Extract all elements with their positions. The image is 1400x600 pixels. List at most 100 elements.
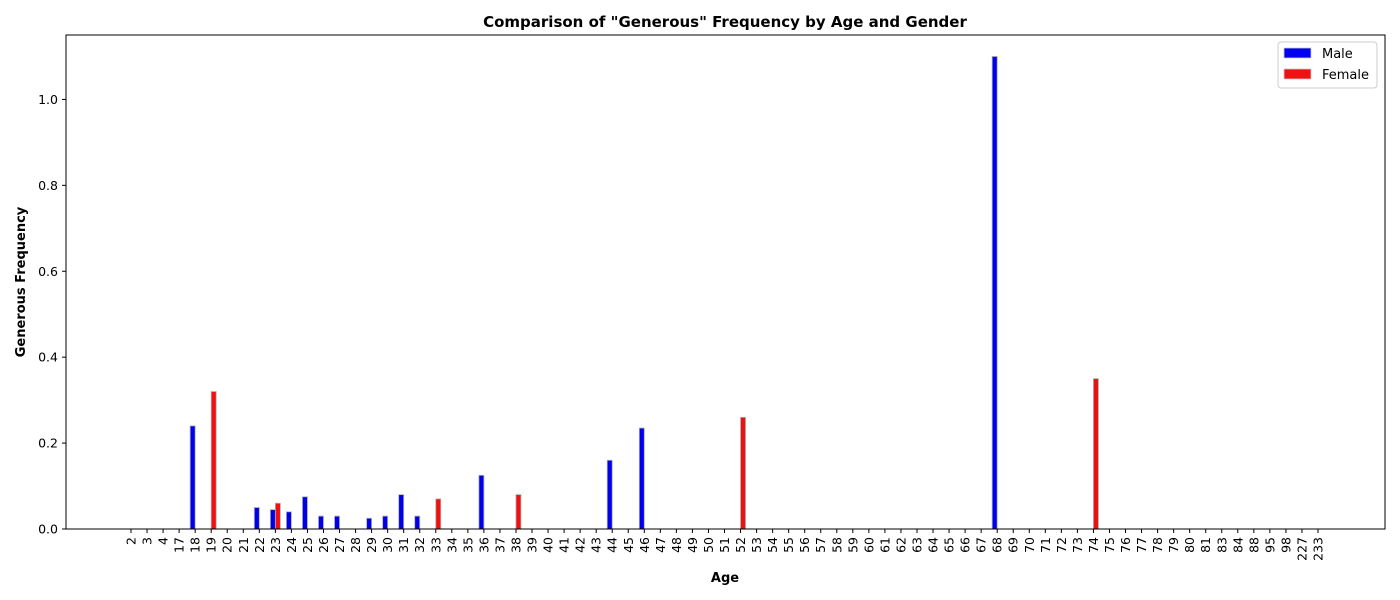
- legend-label-male: Male: [1322, 47, 1353, 62]
- x-tick-label: 33: [428, 537, 443, 553]
- x-tick-label: 17: [172, 537, 187, 553]
- bar-male-age-22: [253, 507, 260, 530]
- x-tick-label: 22: [252, 537, 267, 553]
- x-tick-label: 98: [1278, 537, 1293, 553]
- x-tick-label: 55: [781, 537, 796, 553]
- x-tick-label: 45: [621, 537, 636, 553]
- x-tick-label: 18: [188, 537, 203, 553]
- x-tick-label: 2: [124, 537, 139, 545]
- x-tick-label: 21: [236, 537, 251, 553]
- y-tick-label: 0.8: [38, 178, 58, 193]
- x-tick-label: 31: [396, 537, 411, 553]
- bar-female-age-38: [515, 494, 522, 530]
- x-tick-label: 88: [1246, 537, 1261, 553]
- x-tick-label: 57: [813, 537, 828, 553]
- x-tick-label: 20: [220, 537, 235, 553]
- x-tick-label: 69: [1006, 537, 1021, 553]
- x-tick-label: 61: [877, 537, 892, 553]
- bar-male-age-27: [334, 515, 340, 530]
- bar-female-age-23: [274, 502, 281, 530]
- x-tick-label: 67: [974, 537, 989, 553]
- x-tick-label: 28: [348, 537, 363, 553]
- x-tick-label: 63: [909, 537, 924, 553]
- x-tick-label: 23: [268, 537, 283, 553]
- x-tick-label: 34: [444, 537, 459, 553]
- x-tick-label: 81: [1198, 537, 1213, 553]
- bar-male-age-31: [398, 494, 405, 530]
- bar-male-age-25: [302, 496, 308, 530]
- bar-male-age-44: [606, 459, 613, 530]
- bar-male-age-36: [478, 474, 485, 530]
- x-tick-label: 56: [797, 537, 812, 553]
- x-tick-label: 77: [1134, 537, 1149, 553]
- legend-label-female: Female: [1322, 68, 1369, 83]
- x-tick-label: 60: [861, 537, 876, 553]
- x-tick-label: 37: [492, 537, 507, 553]
- y-axis: 0.0 0.2 0.4 0.6 0.8 1.0: [38, 92, 66, 537]
- x-tick-label: 29: [364, 537, 379, 553]
- x-tick-label: 58: [829, 537, 844, 553]
- x-tick-label: 46: [637, 537, 652, 553]
- x-tick-label: 51: [717, 537, 732, 553]
- x-tick-label: 24: [284, 537, 299, 553]
- x-tick-label: 42: [573, 537, 588, 553]
- bar-male-age-46: [638, 427, 645, 530]
- x-tick-label: 44: [605, 537, 620, 553]
- x-axis-label: Age: [711, 571, 739, 586]
- x-axis: 2 3 4 17 18 19 20 21 22 23 24 25 26 27 28 29 30 31 32 33 34 3…: [124, 529, 1326, 561]
- x-tick-label: 54: [765, 537, 780, 553]
- x-tick-label: 83: [1214, 537, 1229, 553]
- x-tick-label: 73: [1070, 537, 1085, 553]
- bar-male-age-23: [269, 509, 276, 530]
- x-tick-label: 48: [669, 537, 684, 553]
- bars: [189, 56, 1099, 530]
- x-tick-label: 65: [942, 537, 957, 553]
- chart-title: Comparison of "Generous" Frequency by Ag…: [483, 13, 967, 31]
- x-tick-label: 59: [845, 537, 860, 553]
- bar-male-age-18: [189, 425, 196, 530]
- x-tick-label: 53: [749, 537, 764, 553]
- x-tick-label: 68: [990, 537, 1005, 553]
- y-tick-label: 0.2: [38, 436, 58, 451]
- x-tick-label: 80: [1182, 537, 1197, 553]
- bar-male-age-30: [382, 515, 389, 530]
- x-tick-label: 35: [460, 537, 475, 553]
- x-tick-label: 41: [557, 537, 572, 553]
- plot-frame: [65, 34, 1386, 530]
- x-tick-label: 227: [1294, 537, 1309, 561]
- y-axis-label: Generous Frequency: [14, 206, 29, 357]
- bar-female-age-52: [740, 416, 746, 530]
- bar-male-age-29: [366, 517, 373, 530]
- x-tick-label: 70: [1022, 537, 1037, 553]
- x-tick-label: 62: [893, 537, 908, 553]
- x-tick-label: 95: [1262, 537, 1277, 553]
- x-tick-label: 78: [1150, 537, 1165, 553]
- x-tick-label: 32: [412, 537, 427, 553]
- x-tick-label: 71: [1038, 537, 1053, 553]
- x-tick-label: 233: [1311, 537, 1326, 561]
- x-tick-label: 49: [685, 537, 700, 553]
- x-tick-label: 79: [1166, 537, 1181, 553]
- x-tick-label: 52: [733, 537, 748, 553]
- x-tick-label: 50: [701, 537, 716, 553]
- x-tick-label: 84: [1230, 537, 1245, 553]
- bar-male-age-26: [318, 515, 324, 530]
- x-tick-label: 3: [140, 537, 155, 545]
- bar-male-age-32: [414, 515, 421, 530]
- x-tick-label: 72: [1054, 537, 1069, 553]
- y-tick-label: 1.0: [38, 92, 58, 107]
- legend: Male Female: [1277, 41, 1378, 89]
- bar-male-age-24: [286, 511, 292, 530]
- x-tick-label: 74: [1086, 537, 1101, 553]
- x-tick-label: 38: [508, 537, 523, 553]
- x-tick-label: 75: [1102, 537, 1117, 553]
- y-tick-label: 0.0: [38, 522, 58, 537]
- x-tick-label: 36: [476, 537, 491, 553]
- bar-female-age-19: [210, 391, 217, 530]
- x-tick-label: 26: [316, 537, 331, 553]
- x-tick-label: 76: [1118, 537, 1133, 553]
- x-tick-label: 47: [653, 537, 668, 553]
- legend-swatch-female: [1283, 68, 1312, 80]
- x-tick-label: 64: [926, 537, 941, 553]
